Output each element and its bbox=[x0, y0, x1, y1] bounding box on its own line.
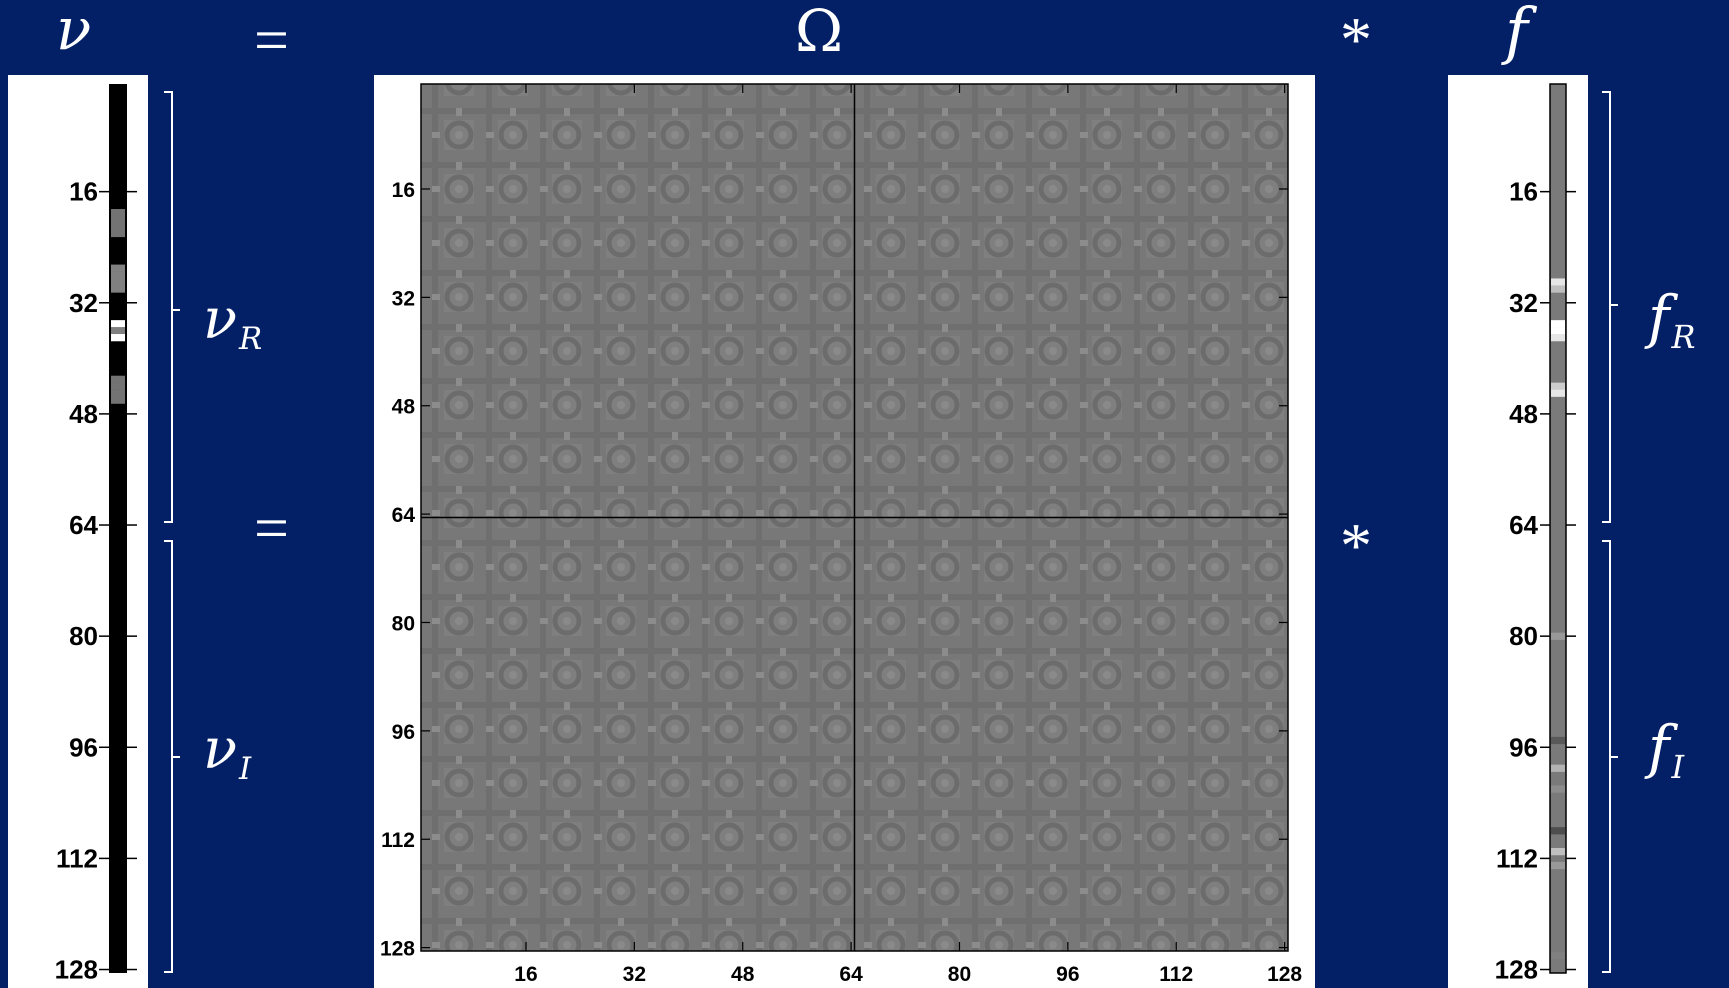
f-cell-111 bbox=[1551, 847, 1565, 856]
omega-ytick-label-96: 96 bbox=[392, 721, 415, 744]
nu-imag-label: νI bbox=[203, 717, 252, 787]
omega-ytick-label-112: 112 bbox=[381, 829, 415, 852]
omega-matrix-symbol: Ω bbox=[795, 0, 844, 65]
f-cell-108 bbox=[1551, 827, 1565, 835]
nu-tick-label-96: 96 bbox=[69, 732, 98, 762]
nu-cell-27 bbox=[111, 264, 125, 272]
omega-ytick-label-128: 128 bbox=[380, 938, 415, 961]
nu-cell-20 bbox=[111, 215, 125, 224]
f-vector-panel: 16 32 48 64 80 96 112 128 bbox=[1448, 75, 1588, 988]
nu-vector-panel: 16 32 48 64 80 96 112 128 bbox=[8, 75, 148, 988]
f-tick-label-64: 64 bbox=[1509, 510, 1538, 540]
f-cell-45 bbox=[1551, 389, 1565, 397]
equals-sign-middle: = bbox=[254, 495, 289, 563]
nu-tick-label-112: 112 bbox=[56, 843, 98, 873]
omega-xtick-label-112: 112 bbox=[1159, 963, 1193, 986]
f-cell-30 bbox=[1551, 285, 1565, 293]
omega-xtick-label-64: 64 bbox=[839, 963, 863, 986]
f-vector-bar bbox=[1550, 84, 1566, 973]
f-cell-95 bbox=[1551, 736, 1565, 745]
omega-y-axis-ticks: 16 32 48 64 80 96 112 128 bbox=[380, 179, 1288, 961]
nu-cell-45 bbox=[111, 389, 125, 397]
f-cell-29 bbox=[1551, 278, 1565, 286]
nu-imag-brace bbox=[164, 540, 180, 973]
f-tick-label-48: 48 bbox=[1509, 399, 1538, 429]
nu-cell-29 bbox=[111, 278, 125, 286]
nu-cell-46 bbox=[111, 396, 125, 404]
omega-matrix-panel: 16 32 48 64 80 96 112 128 16 32 48 64 80 96 112 128 bbox=[374, 75, 1315, 988]
multiply-star-top: * bbox=[1340, 4, 1372, 75]
f-vector-frame bbox=[1549, 83, 1567, 974]
f-tick-label-128: 128 bbox=[1495, 955, 1538, 985]
nu-tick-label-80: 80 bbox=[69, 621, 98, 651]
omega-ytick-label-64: 64 bbox=[392, 504, 416, 527]
f-tick-label-32: 32 bbox=[1509, 288, 1538, 318]
nu-tick-label-64: 64 bbox=[69, 510, 98, 540]
f-tick-label-16: 16 bbox=[1509, 177, 1538, 207]
f-cell-113 bbox=[1551, 861, 1565, 870]
nu-cell-37 bbox=[111, 334, 125, 342]
omega-ytick-label-48: 48 bbox=[392, 396, 416, 419]
omega-ytick-label-80: 80 bbox=[392, 612, 415, 635]
nu-axis-ticks: 16 32 48 64 80 96 112 128 bbox=[55, 177, 137, 985]
f-tick-label-112: 112 bbox=[1496, 843, 1538, 873]
omega-xtick-label-16: 16 bbox=[514, 963, 537, 986]
nu-cell-19 bbox=[111, 209, 125, 217]
f-tick-label-96: 96 bbox=[1509, 732, 1538, 762]
nu-real-brace bbox=[164, 91, 180, 523]
nu-cell-35 bbox=[111, 320, 125, 328]
nu-vector-cells bbox=[111, 209, 125, 404]
f-vector-symbol: f bbox=[1505, 0, 1528, 67]
nu-vector-symbol: ν bbox=[56, 0, 92, 63]
f-cell-102 bbox=[1551, 785, 1565, 793]
nu-cell-28 bbox=[111, 271, 125, 279]
nu-tick-label-32: 32 bbox=[69, 288, 98, 318]
nu-cell-36 bbox=[111, 327, 125, 335]
f-cell-80 bbox=[1551, 632, 1565, 640]
omega-xtick-label-32: 32 bbox=[623, 963, 646, 986]
omega-x-axis-ticks: 16 32 48 64 80 96 112 128 bbox=[514, 84, 1302, 986]
f-cell-36 bbox=[1551, 327, 1565, 335]
nu-tick-label-48: 48 bbox=[69, 399, 98, 429]
omega-xtick-label-48: 48 bbox=[731, 963, 755, 986]
nu-tick-label-16: 16 bbox=[69, 177, 98, 207]
nu-tick-label-128: 128 bbox=[55, 955, 98, 985]
nu-cell-22 bbox=[111, 229, 125, 238]
omega-xtick-label-128: 128 bbox=[1267, 963, 1302, 986]
f-imag-label: fI bbox=[1648, 713, 1685, 787]
f-cell-44 bbox=[1551, 382, 1565, 390]
omega-xtick-label-96: 96 bbox=[1056, 963, 1079, 986]
f-cell-99 bbox=[1551, 764, 1565, 772]
nu-cell-43 bbox=[111, 375, 125, 383]
f-cell-126 bbox=[1551, 952, 1565, 960]
nu-cell-30 bbox=[111, 285, 125, 293]
f-tick-label-80: 80 bbox=[1509, 621, 1538, 651]
omega-xtick-label-80: 80 bbox=[948, 963, 971, 986]
f-cell-37 bbox=[1551, 334, 1565, 342]
nu-braces bbox=[164, 91, 180, 973]
f-vector-cells bbox=[1551, 278, 1565, 960]
f-imag-brace bbox=[1602, 540, 1618, 973]
multiply-star-middle: * bbox=[1340, 510, 1372, 581]
nu-real-label: νR bbox=[203, 287, 263, 357]
nu-cell-44 bbox=[111, 382, 125, 390]
f-real-brace bbox=[1602, 91, 1618, 523]
omega-ytick-label-16: 16 bbox=[392, 179, 415, 202]
f-real-label: fR bbox=[1648, 283, 1696, 357]
nu-vector-bar bbox=[109, 84, 127, 973]
nu-cell-21 bbox=[111, 222, 125, 231]
f-axis-ticks: 16 32 48 64 80 96 112 128 bbox=[1495, 177, 1576, 985]
f-cell-35 bbox=[1551, 320, 1565, 328]
f-braces bbox=[1602, 91, 1618, 973]
omega-ytick-label-32: 32 bbox=[392, 287, 415, 310]
equals-sign-top: = bbox=[254, 7, 289, 75]
